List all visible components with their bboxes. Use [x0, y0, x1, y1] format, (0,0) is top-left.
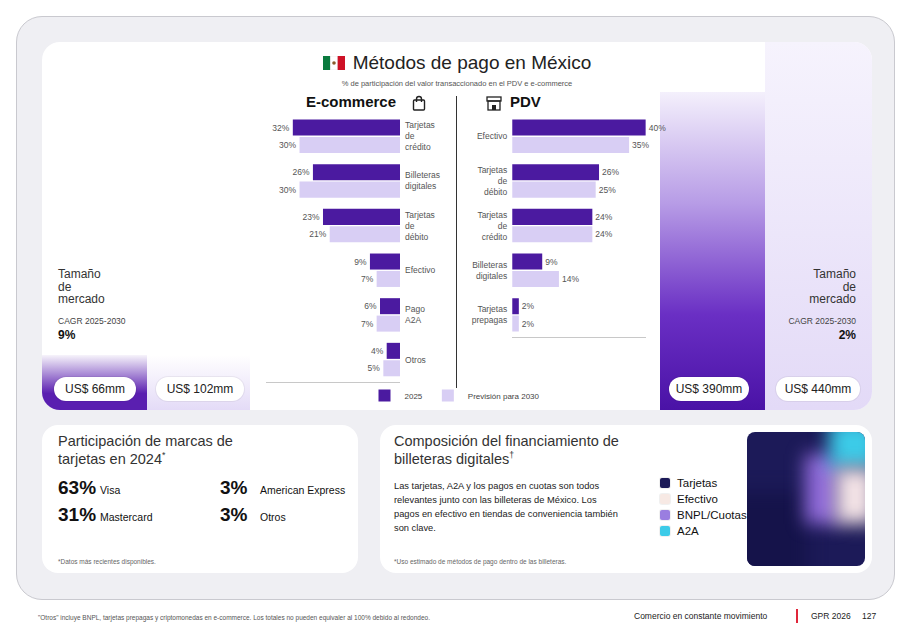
svg-text:30%: 30%: [279, 140, 296, 150]
html-text:*Uso estimado de métodos de pa: *Uso estimado de métodos de pago dentro …: [394, 558, 567, 565]
svg-text:Previsión para 2030: Previsión para 2030: [468, 392, 540, 401]
html-text:31% Mastercard: 31% Mastercard: [58, 504, 153, 525]
html-text:GPR 2026: GPR 2026: [811, 611, 851, 621]
svg-text:PagoA2A: PagoA2A: [405, 304, 425, 325]
svg-text:23%: 23%: [303, 212, 320, 222]
html-text:3%: 3%: [220, 504, 248, 525]
html-text:mercado: mercado: [809, 292, 856, 307]
html-text:Participación de marcas de tar: Participación de marcas de tarjetas en 2…: [58, 433, 233, 468]
svg-text:Billeterasdigitales: Billeterasdigitales: [405, 170, 440, 191]
svg-text:Tarjetasprepagas: Tarjetasprepagas: [472, 304, 507, 325]
html-text:Efectivo: Efectivo: [677, 493, 718, 505]
svg-text:14%: 14%: [562, 274, 579, 284]
svg-text:26%: 26%: [292, 167, 309, 177]
svg-text:7%: 7%: [361, 274, 374, 284]
html-text:*Datos más recientes disponibl: *Datos más recientes disponibles.: [58, 558, 156, 565]
svg-text:2%: 2%: [522, 319, 535, 329]
svg-text:2%: 2%: [522, 301, 535, 311]
svg-text:24%: 24%: [595, 212, 612, 222]
html-text:US$ 440mm: US$ 440mm: [784, 382, 852, 396]
svg-text:Billeterasdigitales: Billeterasdigitales: [472, 260, 507, 281]
html-text:mercado: mercado: [58, 292, 105, 307]
html-text:Tarjetas: Tarjetas: [677, 477, 718, 489]
svg-text:Efectivo: Efectivo: [477, 131, 508, 141]
html-text:Otros: Otros: [260, 511, 286, 523]
html-text:% de participación del valor t: % de participación del valor transaccion…: [341, 79, 573, 88]
svg-text:25%: 25%: [599, 185, 616, 195]
html-text:63% Visa: 63% Visa: [58, 477, 121, 498]
svg-text:4%: 4%: [371, 346, 384, 356]
html-text:de: de: [58, 279, 72, 294]
svg-text:2025: 2025: [405, 392, 423, 401]
html-text:127: 127: [862, 611, 877, 621]
html-text:Las tarjetas, A2A y los pagos: Las tarjetas, A2A y los pagos en cuotas …: [394, 481, 618, 533]
html-text:BNPL/Cuotas: BNPL/Cuotas: [677, 509, 747, 521]
html-text:US$ 102mm: US$ 102mm: [166, 382, 234, 396]
svg-text:Tarjetasdedébito: Tarjetasdedébito: [405, 210, 435, 242]
svg-text:Efectivo: Efectivo: [405, 265, 436, 275]
svg-text:5%: 5%: [368, 363, 381, 373]
svg-text:32%: 32%: [272, 123, 289, 133]
html-text:3%: 3%: [220, 477, 248, 498]
html-text:PDV: PDV: [510, 93, 541, 110]
svg-text:24%: 24%: [595, 229, 612, 239]
svg-text:9%: 9%: [354, 257, 367, 267]
svg-text:Tarjetasdecrédito: Tarjetasdecrédito: [477, 210, 507, 242]
html-text:"Otros" incluye BNPL, tarjetas: "Otros" incluye BNPL, tarjetas prepagas …: [38, 614, 430, 621]
html-text:Comercio en constante movimien: Comercio en constante movimiento: [634, 611, 768, 621]
svg-text:Tarjetasdedébito: Tarjetasdedébito: [477, 165, 507, 197]
svg-text:Tarjetasdecrédito: Tarjetasdecrédito: [405, 120, 435, 152]
html-text:Tamaño: Tamaño: [58, 267, 101, 281]
html-text:CAGR 2025-2030: CAGR 2025-2030: [58, 316, 126, 326]
svg-text:35%: 35%: [632, 140, 649, 150]
html-text:2%: 2%: [838, 328, 856, 342]
svg-text:Otros: Otros: [405, 355, 426, 365]
html-text:Métodos de pago en México: Métodos de pago en México: [352, 52, 592, 73]
html-text:E-commerce: E-commerce: [306, 93, 396, 110]
html-text:A2A: A2A: [677, 525, 699, 537]
html-text:CAGR 2025-2030: CAGR 2025-2030: [788, 316, 856, 326]
html-text:US$ 66mm: US$ 66mm: [65, 382, 125, 396]
html-text:Composición del financiamiento: Composición del financiamiento de billet…: [394, 433, 619, 468]
svg-text:7%: 7%: [361, 319, 374, 329]
svg-text:6%: 6%: [364, 301, 377, 311]
html-text:American Express: American Express: [260, 484, 346, 496]
html-text:Tamaño: Tamaño: [813, 267, 856, 281]
svg-text:26%: 26%: [602, 167, 619, 177]
svg-text:30%: 30%: [279, 185, 296, 195]
html-text:9%: 9%: [58, 328, 76, 342]
html-text:de: de: [842, 279, 856, 294]
svg-text:9%: 9%: [545, 257, 558, 267]
html-text:US$ 390mm: US$ 390mm: [675, 382, 743, 396]
svg-text:21%: 21%: [309, 229, 326, 239]
svg-text:40%: 40%: [649, 123, 666, 133]
